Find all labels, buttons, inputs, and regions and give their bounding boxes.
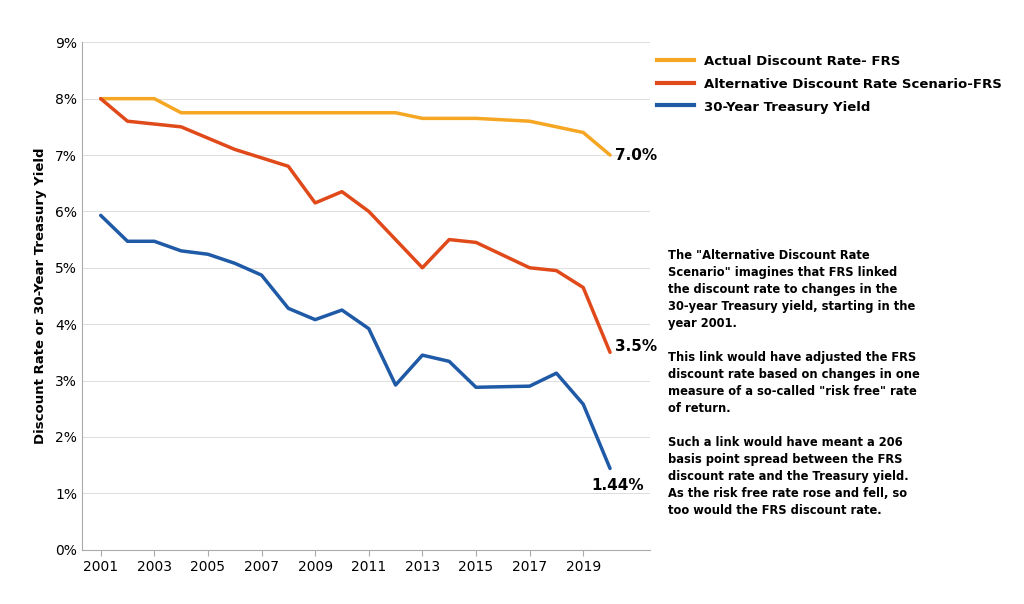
Text: 3.5%: 3.5% bbox=[615, 339, 657, 354]
Text: 7.0%: 7.0% bbox=[615, 147, 657, 162]
Text: 1.44%: 1.44% bbox=[591, 478, 644, 493]
Y-axis label: Discount Rate or 30-Year Treasury Yield: Discount Rate or 30-Year Treasury Yield bbox=[34, 148, 47, 444]
Text: The "Alternative Discount Rate
Scenario" imagines that FRS linked
the discount r: The "Alternative Discount Rate Scenario"… bbox=[669, 249, 921, 517]
Legend: Actual Discount Rate- FRS, Alternative Discount Rate Scenario-FRS, 30-Year Treas: Actual Discount Rate- FRS, Alternative D… bbox=[656, 55, 1002, 114]
